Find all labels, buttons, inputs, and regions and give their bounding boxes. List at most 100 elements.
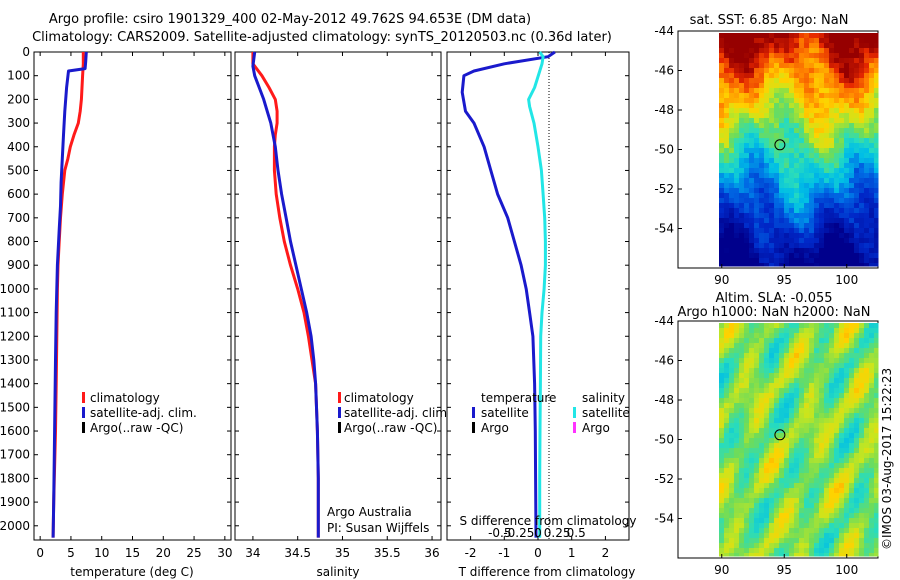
map-cell [784,453,790,459]
map-cell [854,178,860,184]
map-cell [819,498,825,504]
map-cell [814,118,820,124]
map-cell [779,548,785,554]
map-cell [779,388,785,394]
map-cell [734,218,740,224]
map-cell [819,168,825,174]
map-cell [864,518,870,524]
map-cell [764,228,770,234]
map-cell [749,343,755,349]
map-cell [834,358,840,364]
map-cell [819,158,825,164]
map-cell [799,38,805,44]
map-cell [729,218,735,224]
map-cell [724,143,730,149]
map-cell [869,413,875,419]
map-cell [719,243,725,249]
map-cell [824,383,830,389]
map-cell [799,548,805,554]
map-cell [874,48,879,54]
map-cell [799,408,805,414]
map-cell [784,38,790,44]
map-cell [834,133,840,139]
map-cell [739,478,745,484]
map-cell [754,373,760,379]
map-cell [784,168,790,174]
map-cell [849,63,855,69]
map-cell [794,513,800,519]
map-cell [769,138,775,144]
map-cell [869,343,875,349]
map-cell [724,123,730,129]
map-cell [734,383,740,389]
map-cell [779,213,785,219]
map-cell [759,413,765,419]
map-cell [729,458,735,464]
map-cell [759,473,765,479]
map-cell [789,138,795,144]
map-cell [809,533,815,539]
map-cell [724,443,730,449]
map-cell [864,433,870,439]
map-cell [804,328,810,334]
map-cell [749,478,755,484]
map-cell [784,553,790,557]
map-cell [764,468,770,474]
map-cell [814,153,820,159]
map-cell [724,323,730,329]
map-cell [794,393,800,399]
map-cell [744,93,750,99]
map-cell [869,123,875,129]
map-cell [779,118,785,124]
map-cell [779,208,785,214]
map-cell [759,208,765,214]
map-cell [814,428,820,434]
map-cell [814,43,820,49]
map-cell [749,398,755,404]
map-cell [744,223,750,229]
map-cell [829,483,835,489]
map-cell [799,403,805,409]
map-cell [734,503,740,509]
map-cell [864,218,870,224]
map-cell [864,183,870,189]
map-cell [759,403,765,409]
map-cell [784,373,790,379]
map-cell [774,488,780,494]
map-cell [759,103,765,109]
map-cell [829,193,835,199]
map-cell [749,323,755,329]
map-cell [719,178,725,184]
map-cell [724,93,730,99]
map-cell [784,243,790,249]
map-cell [789,258,795,264]
map-cell [749,118,755,124]
map-cell [824,88,830,94]
map-cell [809,383,815,389]
map-cell [734,418,740,424]
map-cell [764,408,770,414]
map-cell [799,388,805,394]
map-cell [784,353,790,359]
map-cell [784,58,790,64]
map-cell [809,88,815,94]
map-cell [869,243,875,249]
map-cell [839,68,845,74]
map-cell [764,398,770,404]
map-cell [789,548,795,554]
map-cell [774,198,780,204]
map-cell [824,538,830,544]
map-cell [769,238,775,244]
map-cell [844,178,850,184]
map-cell [869,358,875,364]
map-cell [849,388,855,394]
map-cell [794,408,800,414]
y-tick-label: -52 [654,472,674,486]
temperature-axes-frame [33,51,232,541]
map-cell [754,468,760,474]
map-cell [859,263,865,267]
map-cell [859,478,865,484]
map-cell [834,48,840,54]
map-cell [799,413,805,419]
map-cell [874,113,879,119]
